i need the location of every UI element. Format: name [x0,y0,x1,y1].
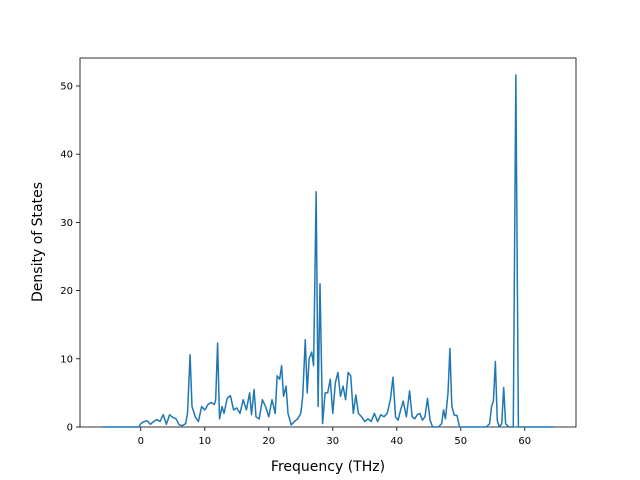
y-tick-label: 40 [60,150,73,161]
x-tick-label: 40 [390,436,403,447]
y-tick-label: 30 [60,218,73,229]
y-tick-label: 20 [60,286,73,297]
y-tick-label: 50 [60,81,73,92]
x-tick-label: 20 [262,436,275,447]
y-tick-label: 10 [60,354,73,365]
dos-line [102,74,554,428]
x-tick-label: 10 [198,436,211,447]
x-tick-label: 30 [326,436,339,447]
x-axis-label: Frequency (THz) [271,459,385,475]
x-tick-label: 60 [518,436,531,447]
y-axis-label: Density of States [30,182,46,302]
plot-frame [79,57,577,428]
x-tick-label: 50 [454,436,467,447]
y-tick-label: 0 [67,423,73,434]
x-tick-label: 0 [138,436,144,447]
